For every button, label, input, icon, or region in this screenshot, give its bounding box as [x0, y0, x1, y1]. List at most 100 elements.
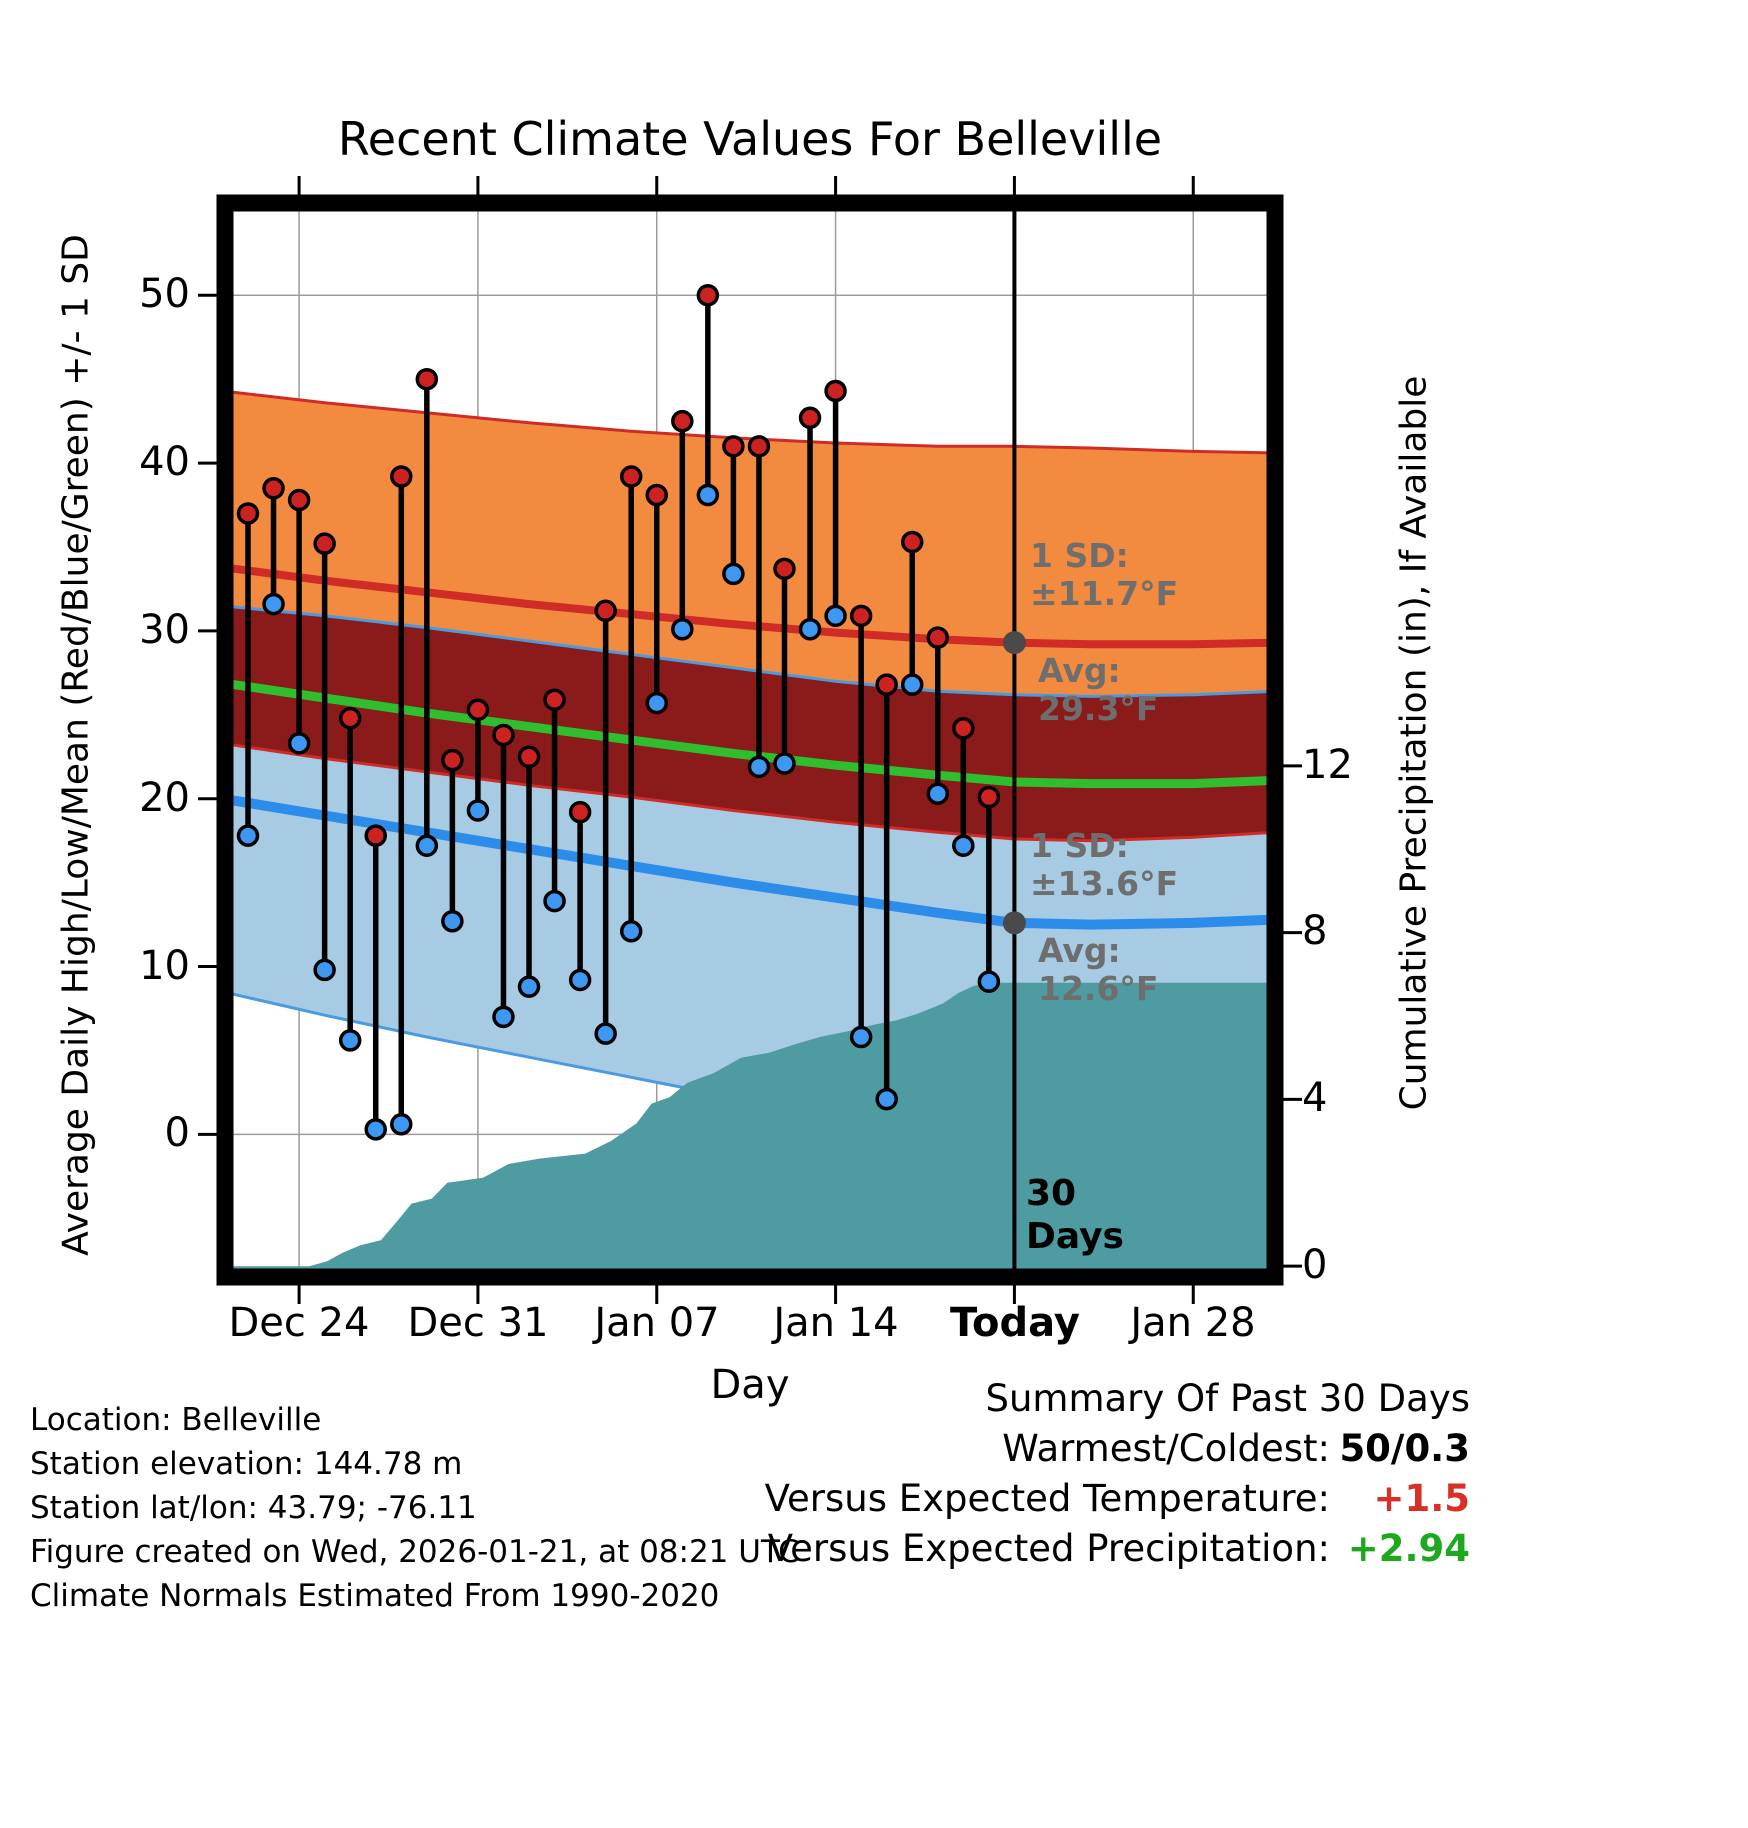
window-line1: 30 [1026, 1173, 1077, 1214]
daily-low-dot [619, 920, 643, 943]
daily-high-dot [441, 748, 464, 772]
daily-high-dot [543, 688, 566, 711]
y-tick-30: 30 [139, 607, 190, 653]
daily-high-dot [900, 530, 924, 554]
daily-low-dot [338, 1029, 362, 1052]
annotation-high-avg-value: 29.3°F [1038, 689, 1159, 728]
daily-low-dot [236, 824, 260, 847]
daily-low-dot [594, 1022, 617, 1045]
daily-high-dot [568, 800, 592, 824]
daily-low-dot [568, 968, 592, 992]
daily-high-dot [313, 532, 336, 555]
precip-tick-4: 4 [1302, 1075, 1328, 1121]
daily-low-dot [492, 1005, 515, 1029]
daily-low-dot [390, 1113, 413, 1136]
daily-low-dot [441, 909, 464, 933]
summary-label: Warmest/Coldest: [1002, 1427, 1330, 1470]
y-tick-10: 10 [139, 943, 190, 989]
summary-value: +1.5 [1373, 1477, 1470, 1520]
band-edge-high-top [220, 389, 1277, 455]
annotation-high-sd-value: ±11.7°F [1030, 574, 1179, 613]
today-avg-low-marker [1002, 911, 1026, 935]
precip-tick-8: 8 [1302, 908, 1328, 954]
daily-low-dot [466, 799, 490, 822]
chart-title: Recent Climate Values For Belleville [337, 112, 1163, 166]
y-tick-0: 0 [164, 1110, 190, 1156]
daily-high-dot [287, 488, 311, 512]
daily-high-dot [798, 406, 822, 430]
summary-title: Summary Of Past 30 Days [985, 1377, 1470, 1420]
summary-row-vs-precipitation: Versus Expected Precipitation: +2.94 [765, 1524, 1470, 1574]
daily-high-dot [849, 604, 873, 628]
daily-low-dot [645, 691, 669, 715]
avg-low-line [217, 793, 1280, 930]
daily-high-dot [492, 723, 515, 747]
plot-border [216, 194, 1284, 1286]
right-axis-label: Cumulative Precipitation (in), If Availa… [1393, 375, 1435, 1111]
annotation-low-sd-label: 1 SD: [1030, 826, 1129, 865]
daily-high-dot [671, 409, 694, 433]
station-location: Location: Belleville [30, 1402, 322, 1438]
daily-low-dot [926, 782, 950, 805]
daily-low-dot [773, 752, 796, 775]
x-tick-dec-31: Dec 31 [407, 1300, 549, 1346]
daily-high-dot [824, 379, 847, 403]
x-tick-jan-14: Jan 14 [773, 1300, 899, 1346]
daily-high-dot [645, 483, 669, 507]
x-tick-today: Today [950, 1300, 1080, 1346]
x-tick-jan-07: Jan 07 [594, 1300, 720, 1346]
y-tick-40: 40 [139, 439, 190, 485]
daily-low-dot [824, 604, 847, 628]
daily-low-dot [849, 1025, 873, 1049]
summary-label: Versus Expected Precipitation: [767, 1527, 1330, 1570]
today-avg-high-marker [1002, 631, 1026, 655]
daily-high-dot [952, 717, 975, 740]
daily-high-dot [594, 599, 617, 623]
summary-value: +2.94 [1347, 1527, 1470, 1570]
daily-low-dot [900, 673, 924, 696]
annotation-high-avg: Avg: 29.3°F [1038, 652, 1158, 728]
window-line2: Days [1026, 1216, 1124, 1257]
cumulative-precip-area [222, 982, 1275, 1277]
daily-high-dot [364, 824, 387, 847]
daily-low-dot [415, 834, 439, 857]
daily-high-dot [236, 502, 260, 525]
annotation-low-avg-label: Avg: [1038, 931, 1121, 970]
annotation-high-sd-label: 1 SD: [1030, 536, 1129, 575]
summary-value: 50/0.3 [1339, 1427, 1470, 1470]
summary-label: Versus Expected Temperature: [764, 1477, 1330, 1520]
daily-low-dot [747, 755, 771, 779]
left-axis-label: Average Daily High/Low/Mean (Red/Blue/Gr… [55, 234, 97, 1256]
summary-past-30-days: Summary Of Past 30 Days Warmest/Coldest:… [765, 1374, 1470, 1574]
daily-low-dot [262, 592, 285, 616]
daily-high-dot [696, 284, 720, 307]
daily-high-dot [517, 745, 541, 769]
daily-low-dot [977, 970, 1001, 993]
daily-low-dot [313, 958, 336, 982]
daily-high-dot [747, 435, 771, 458]
daily-low-dot [798, 617, 822, 641]
daily-high-dot [390, 465, 413, 488]
x-tick-dec-24: Dec 24 [228, 1300, 370, 1346]
daily-low-dot [722, 562, 745, 586]
station-elevation: Station elevation: 144.78 m [30, 1446, 463, 1482]
window-30-days-label: 30 Days [1026, 1172, 1124, 1258]
figure-created: Figure created on Wed, 2026-01-21, at 08… [30, 1534, 800, 1570]
annotation-high-avg-label: Avg: [1038, 651, 1121, 690]
daily-high-dot [977, 785, 1001, 809]
daily-low-dot [517, 975, 541, 998]
station-info: Location: Belleville Station elevation: … [30, 1398, 800, 1618]
y-tick-50: 50 [139, 271, 190, 317]
annotation-low-avg: Avg: 12.6°F [1038, 932, 1158, 1008]
daily-low-dot [287, 732, 311, 755]
summary-row-vs-temperature: Versus Expected Temperature: +1.5 [765, 1474, 1470, 1524]
daily-low-dot [543, 889, 566, 913]
daily-high-dot [926, 626, 950, 649]
daily-low-dot [696, 483, 720, 507]
x-tick-jan-28: Jan 28 [1130, 1300, 1256, 1346]
daily-high-dot [262, 477, 285, 500]
daily-high-dot [773, 557, 796, 581]
station-latlon: Station lat/lon: 43.79; -76.11 [30, 1490, 477, 1526]
